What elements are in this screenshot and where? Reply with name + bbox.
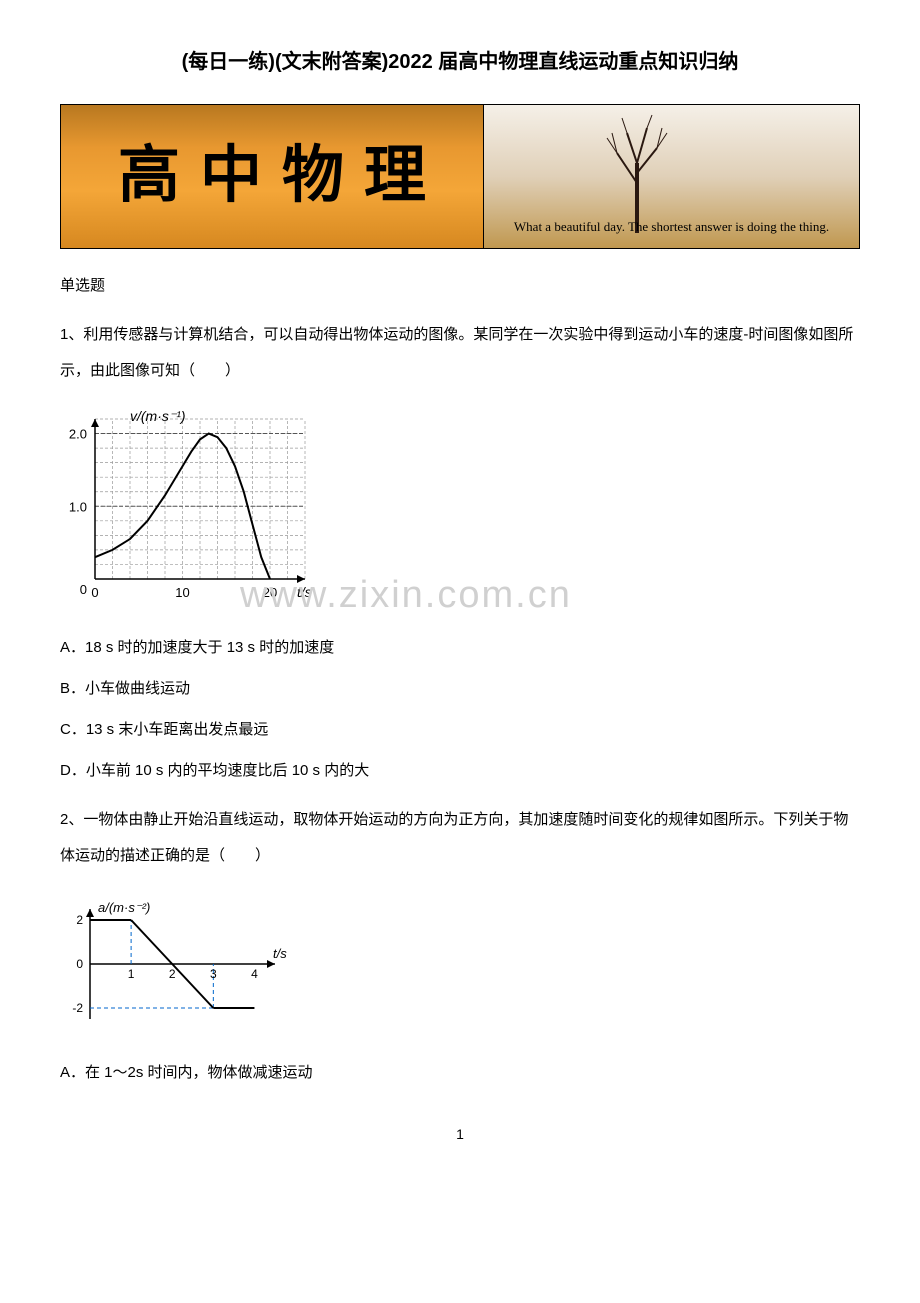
at-chart: a/(m·s⁻²) t/s 1 2 3 4 2 0 -2 [60, 889, 290, 1029]
banner-left: 高中物理 [60, 104, 484, 249]
svg-text:v/(m·s⁻¹): v/(m·s⁻¹) [130, 408, 186, 424]
svg-text:3: 3 [210, 967, 217, 981]
banner-right: What a beautiful day. The shortest answe… [484, 104, 860, 249]
banner: 高中物理 What a beautiful day. The shortest … [60, 104, 860, 249]
svg-text:10: 10 [175, 585, 189, 600]
page-title: (每日一练)(文末附答案)2022 届高中物理直线运动重点知识归纳 [60, 40, 860, 84]
banner-right-text: What a beautiful day. The shortest answe… [506, 213, 837, 242]
svg-text:0: 0 [76, 957, 83, 971]
svg-text:0: 0 [91, 585, 98, 600]
svg-text:2: 2 [169, 967, 176, 981]
question-1-options: A．18 s 时的加速度大于 13 s 时的加速度 B．小车做曲线运动 C．13… [60, 631, 860, 787]
svg-text:a/(m·s⁻²): a/(m·s⁻²) [98, 900, 150, 915]
option-2a: A．在 1～2s 时间内，物体做减速运动 [60, 1056, 860, 1089]
option-1b: B．小车做曲线运动 [60, 672, 860, 705]
question-2-options: A．在 1～2s 时间内，物体做减速运动 [60, 1056, 860, 1089]
svg-text:4: 4 [251, 967, 258, 981]
svg-text:1.0: 1.0 [69, 499, 87, 514]
svg-text:t/s: t/s [273, 946, 287, 961]
svg-text:2.0: 2.0 [69, 427, 87, 442]
watermark: www.zixin.com.cn [240, 554, 572, 638]
svg-text:-2: -2 [72, 1001, 83, 1015]
question-2: 2、一物体由静止开始沿直线运动，取物体开始运动的方向为正方向，其加速度随时间变化… [60, 802, 860, 1089]
question-1-text: 1、利用传感器与计算机结合，可以自动得出物体运动的图像。某同学在一次实验中得到运… [60, 317, 860, 389]
svg-text:1: 1 [128, 967, 135, 981]
question-2-chart: a/(m·s⁻²) t/s 1 2 3 4 2 0 -2 [60, 889, 860, 1041]
question-1: 1、利用传感器与计算机结合，可以自动得出物体运动的图像。某同学在一次实验中得到运… [60, 317, 860, 787]
banner-left-text: 高中物理 [98, 108, 446, 244]
svg-text:2: 2 [76, 913, 83, 927]
option-1c: C．13 s 末小车距离出发点最远 [60, 713, 860, 746]
svg-text:0: 0 [80, 582, 87, 597]
option-1d: D．小车前 10 s 内的平均速度比后 10 s 内的大 [60, 754, 860, 787]
page-number: 1 [60, 1119, 860, 1150]
question-1-chart: v/(m·s⁻¹)t/s010201.02.00 www.zixin.com.c… [60, 404, 860, 616]
question-2-text: 2、一物体由静止开始沿直线运动，取物体开始运动的方向为正方向，其加速度随时间变化… [60, 802, 860, 874]
section-label: 单选题 [60, 269, 860, 302]
